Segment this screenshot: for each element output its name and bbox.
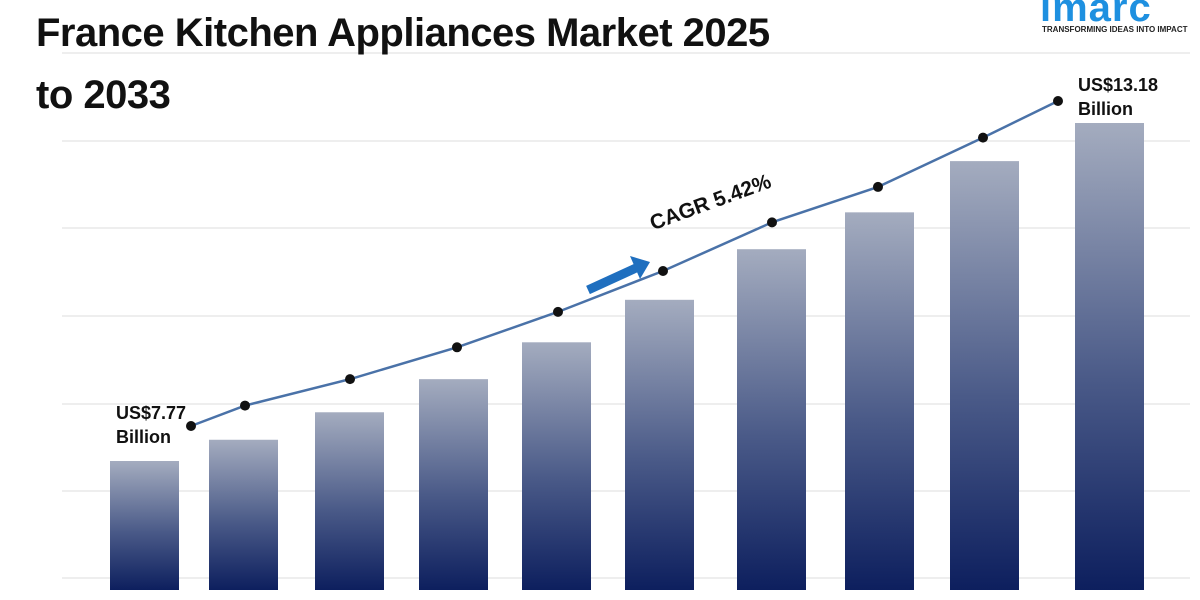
bar <box>110 461 179 590</box>
bar <box>1075 123 1144 590</box>
chart-title: France Kitchen Appliances Market 2025 to… <box>36 11 770 117</box>
bar <box>625 299 694 590</box>
bar <box>209 439 278 590</box>
trend-point <box>345 374 355 385</box>
trend-point <box>186 421 196 431</box>
bar <box>315 412 384 590</box>
trend-point <box>452 342 462 353</box>
arrow-head <box>630 256 650 279</box>
start-annotation: US$7.77 Billion <box>116 403 187 447</box>
trend-point <box>240 400 250 411</box>
cagr-arrow <box>586 256 650 295</box>
trend-point <box>553 306 563 317</box>
logo: imarc <box>1040 0 1152 30</box>
bar <box>737 249 806 591</box>
bar <box>950 161 1019 590</box>
bar <box>419 379 488 590</box>
trend-line <box>190 99 1059 428</box>
end-annotation: US$13.18 Billion <box>1078 75 1159 119</box>
trend-point <box>1053 96 1063 106</box>
bar <box>845 212 914 590</box>
logo-tagline: TRANSFORMING IDEAS INTO IMPACT <box>1042 25 1188 34</box>
trend-point <box>767 217 777 228</box>
bar <box>522 342 591 590</box>
trend-point <box>978 132 988 143</box>
trend-point <box>873 181 883 192</box>
trend-point <box>658 266 668 277</box>
arrow-shaft <box>586 263 638 295</box>
